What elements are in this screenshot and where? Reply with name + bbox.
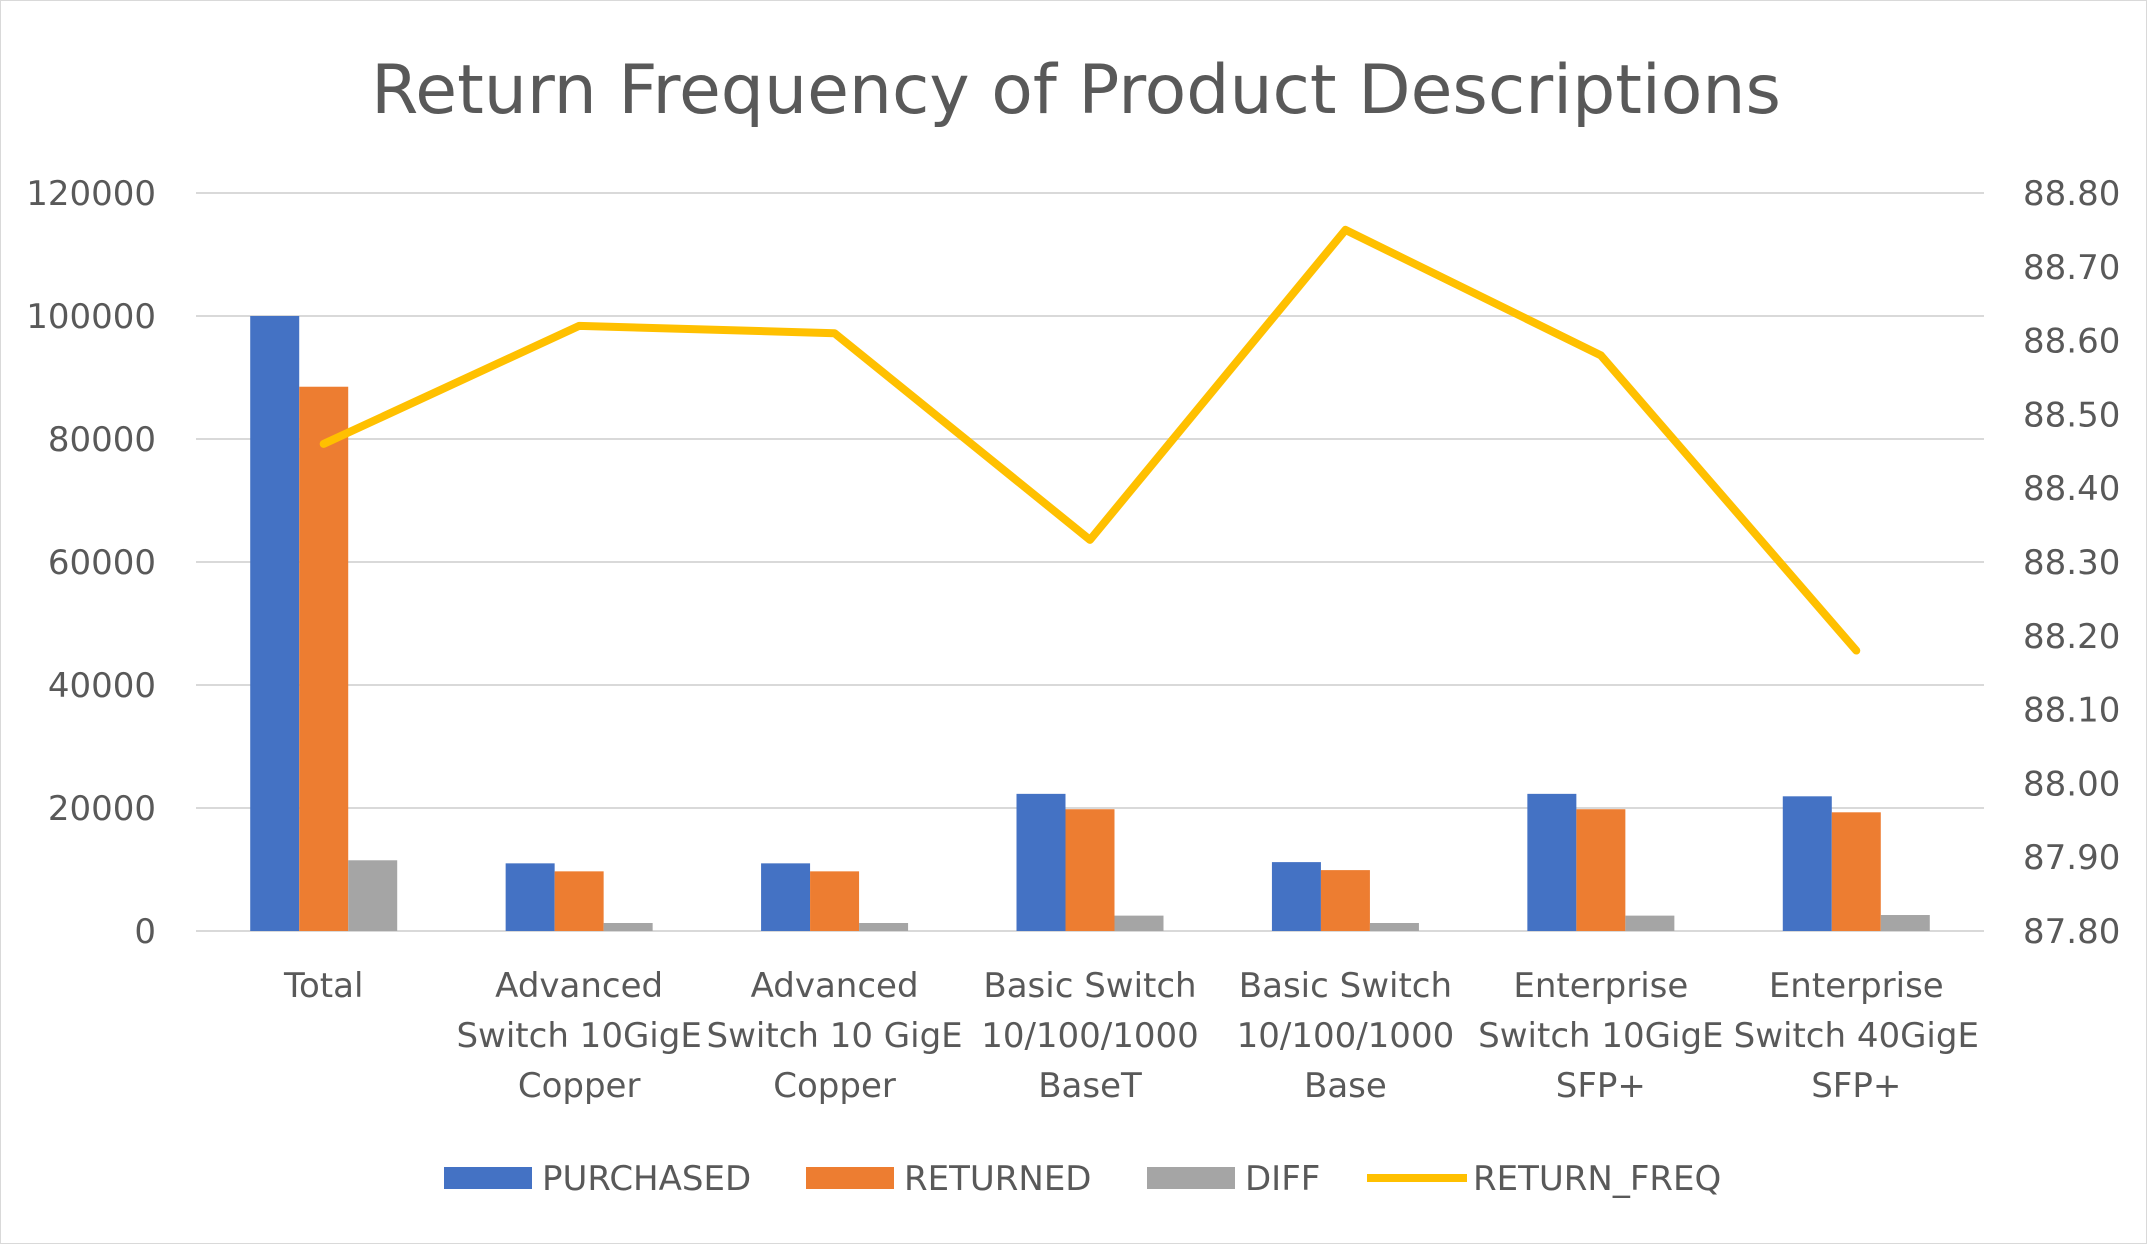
- bar-returned-0: [299, 387, 348, 931]
- category-label-line: 10/100/1000: [981, 1016, 1199, 1056]
- legend-label-diff: DIFF: [1245, 1159, 1320, 1199]
- right-tick-label: 87.90: [2023, 838, 2120, 878]
- right-tick-label: 88.50: [2023, 395, 2120, 435]
- line-return-freq: [324, 230, 1857, 651]
- category-label: Basic Switch 10/100/1000 BaseT: [981, 966, 1199, 1106]
- left-axis-ticks: 0 20000 40000 60000 80000 100000 120000: [26, 174, 156, 952]
- category-label-line: Base: [1304, 1066, 1387, 1106]
- bar-returned-1: [555, 871, 604, 931]
- bar-diff-6: [1881, 915, 1930, 931]
- right-tick-label: 88.80: [2023, 174, 2120, 214]
- category-label-line: Switch 40GigE: [1734, 1016, 1979, 1056]
- category-label-line: Basic Switch: [983, 966, 1196, 1006]
- right-tick-label: 88.40: [2023, 469, 2120, 509]
- right-tick-label: 88.00: [2023, 764, 2120, 804]
- bar-diff-5: [1625, 916, 1674, 931]
- category-label-line: Copper: [773, 1066, 896, 1106]
- right-tick-label: 88.70: [2023, 248, 2120, 288]
- category-label-line: Switch 10GigE: [456, 1016, 701, 1056]
- line-series: [324, 230, 1857, 651]
- bar-purchased-1: [506, 863, 555, 931]
- bar-purchased-2: [761, 863, 810, 931]
- left-tick-label: 120000: [26, 174, 156, 214]
- bar-purchased-0: [250, 316, 299, 931]
- category-label-line: BaseT: [1038, 1066, 1142, 1106]
- category-label-line: Switch 10 GigE: [706, 1016, 962, 1056]
- chart-title: Return Frequency of Product Descriptions: [371, 51, 1781, 130]
- category-label: Enterprise Switch 10GigE SFP+: [1478, 966, 1723, 1106]
- legend-swatch-returned: [806, 1167, 894, 1189]
- left-tick-label: 20000: [48, 789, 156, 829]
- left-tick-label: 100000: [26, 297, 156, 337]
- category-label: Enterprise Switch 40GigE SFP+: [1734, 966, 1979, 1106]
- bar-purchased-5: [1527, 794, 1576, 931]
- bar-returned-3: [1066, 809, 1115, 931]
- category-label-line: Advanced: [751, 966, 919, 1006]
- right-tick-label: 87.80: [2023, 912, 2120, 952]
- bar-purchased-3: [1017, 794, 1066, 931]
- category-label: Advanced Switch 10 GigE Copper: [706, 966, 962, 1106]
- legend-swatch-diff: [1147, 1167, 1235, 1189]
- left-tick-label: 0: [134, 912, 156, 952]
- category-label: Advanced Switch 10GigE Copper: [456, 966, 701, 1106]
- bar-diff-0: [348, 860, 397, 931]
- category-label-line: Total: [283, 966, 363, 1006]
- bar-diff-4: [1370, 923, 1419, 931]
- legend: PURCHASED RETURNED DIFF RETURN_FREQ: [444, 1159, 1721, 1199]
- legend-label-return-freq: RETURN_FREQ: [1473, 1159, 1721, 1199]
- left-tick-label: 60000: [48, 543, 156, 583]
- category-label-line: 10/100/1000: [1237, 1016, 1455, 1056]
- category-label-line: SFP+: [1556, 1066, 1646, 1106]
- category-label: Total: [283, 966, 363, 1006]
- left-tick-label: 40000: [48, 666, 156, 706]
- category-label-line: Enterprise: [1769, 966, 1944, 1006]
- bar-returned-2: [810, 871, 859, 931]
- bar-diff-2: [859, 923, 908, 931]
- bar-returned-6: [1832, 812, 1881, 931]
- bar-returned-4: [1321, 870, 1370, 931]
- category-label-line: Advanced: [495, 966, 663, 1006]
- right-tick-label: 88.60: [2023, 322, 2120, 362]
- bar-diff-3: [1115, 916, 1164, 931]
- left-tick-label: 80000: [48, 420, 156, 460]
- bar-diff-1: [604, 923, 653, 931]
- category-label-line: SFP+: [1811, 1066, 1901, 1106]
- bar-returned-5: [1576, 809, 1625, 931]
- legend-label-purchased: PURCHASED: [542, 1159, 751, 1199]
- right-tick-label: 88.10: [2023, 691, 2120, 731]
- right-axis-ticks: 87.80 87.90 88.00 88.10 88.20 88.30 88.40 88.50…: [2023, 174, 2120, 952]
- legend-label-returned: RETURNED: [904, 1159, 1091, 1199]
- bar-series: [250, 316, 1930, 931]
- category-label-line: Switch 10GigE: [1478, 1016, 1723, 1056]
- category-label-line: Copper: [518, 1066, 641, 1106]
- category-label: Basic Switch 10/100/1000 Base: [1237, 966, 1455, 1106]
- right-tick-label: 88.30: [2023, 543, 2120, 583]
- bar-purchased-6: [1783, 796, 1832, 931]
- right-tick-label: 88.20: [2023, 617, 2120, 657]
- legend-swatch-purchased: [444, 1167, 532, 1189]
- category-label-line: Basic Switch: [1239, 966, 1452, 1006]
- category-label-line: Enterprise: [1513, 966, 1688, 1006]
- bar-purchased-4: [1272, 862, 1321, 931]
